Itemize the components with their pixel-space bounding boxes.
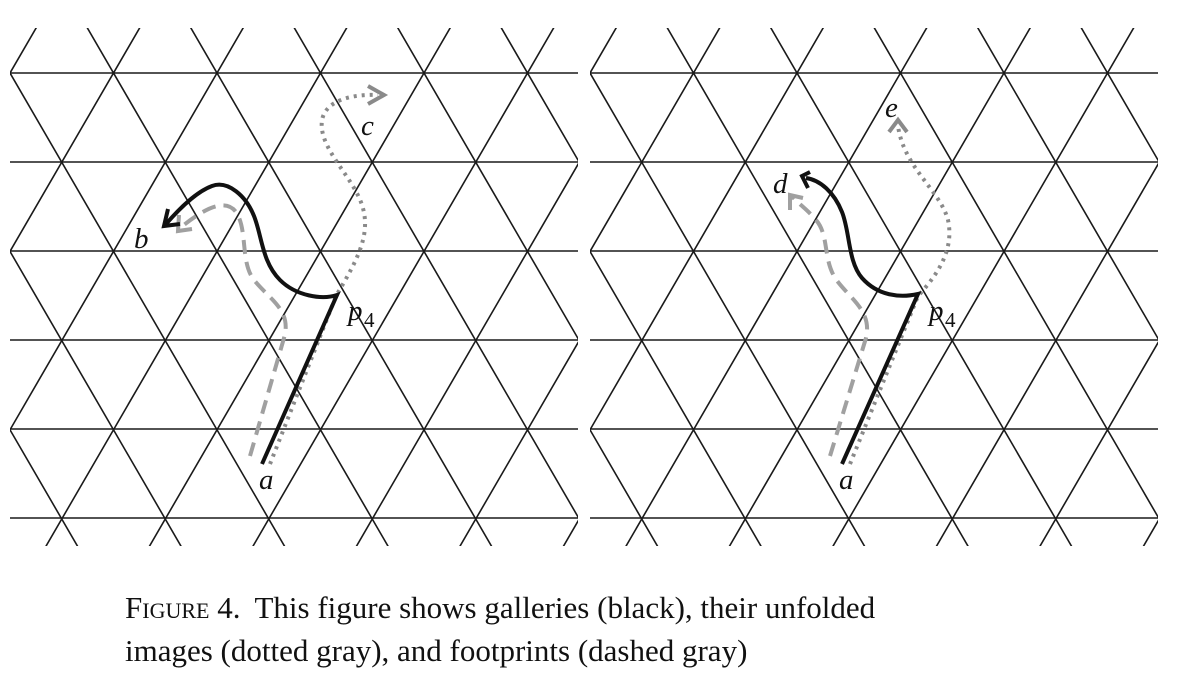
gallery-arrowhead-right: [799, 170, 811, 189]
lattice-diagonal-line: [86, 28, 389, 546]
footprint-arrowhead-left: [175, 214, 193, 234]
lattice-diagonal-line: [625, 28, 928, 546]
lattice-diagonal-line: [0, 20, 207, 560]
lattice-diagonal-line: [590, 28, 618, 75]
label-e: e: [885, 92, 898, 124]
label-a-right: a: [839, 464, 854, 496]
footprint-arrowhead-right: [788, 192, 804, 210]
lattice-diagonal-line: [590, 71, 866, 546]
caption-line-1: Figure 4. This figure shows galleries (bl…: [125, 586, 1125, 629]
panel-left: a b c p 4: [10, 20, 1183, 560]
lattice-diagonal-line: [0, 20, 148, 560]
lattice-left: [10, 20, 1183, 560]
lattice-diagonal-line: [204, 20, 517, 560]
lattice-diagonal-line: [1080, 28, 1158, 162]
unfolded-image-arrowhead-e: [887, 116, 909, 134]
label-p4-subscript-right: 4: [945, 308, 956, 332]
lattice-diagonal-line: [807, 20, 1120, 560]
footprint-left: [178, 203, 288, 457]
lattice-diagonal-line: [600, 20, 913, 560]
caption-text-line-1: This figure shows galleries (black), the…: [254, 590, 876, 625]
lattice-diagonal-line: [10, 428, 79, 546]
figure-4: a b c p 4 a d e p 4: [0, 20, 1183, 560]
caption-line-2: images (dotted gray), and footprints (da…: [125, 633, 748, 668]
label-a-left: a: [259, 464, 274, 496]
unfolded-image-arrowhead-c: [367, 84, 389, 106]
lattice-diagonal-line: [590, 28, 721, 253]
lattice-diagonal-line: [500, 28, 578, 162]
lattice-diagonal-line: [666, 28, 969, 546]
footprint-right: [790, 194, 870, 457]
lattice-diagonal-line: [866, 20, 1179, 560]
lattice-diagonal-line: [1039, 341, 1158, 546]
unfolded-image-a-to-c: [268, 92, 379, 465]
label-p4-right: p: [927, 295, 944, 327]
lattice-diagonal-line: [145, 20, 458, 560]
lattice-diagonal-line: [10, 249, 182, 546]
caption-figure-label: Figure 4.: [125, 590, 241, 625]
lattice-diagonal-line: [0, 20, 103, 560]
lattice-diagonal-line: [1142, 519, 1158, 546]
lattice-diagonal-line: [459, 341, 578, 546]
label-p4-subscript-left: 4: [364, 308, 375, 332]
lattice-diagonal-line: [45, 28, 348, 546]
lattice-diagonal-line: [10, 28, 141, 253]
gallery-arrowhead-left: [161, 208, 181, 229]
lattice-right: [0, 20, 1158, 560]
lattice-diagonal-line: [911, 20, 1183, 560]
lattice-diagonal-line: [293, 28, 578, 519]
unfolded-image-a-to-e: [848, 125, 952, 465]
label-b: b: [134, 223, 149, 255]
lattice-diagonal-line: [10, 71, 286, 546]
lattice-diagonal-line: [1014, 20, 1183, 560]
lattice-diagonal-line: [189, 28, 493, 546]
lattice-diagonal-line: [976, 28, 1158, 341]
lattice-diagonal-line: [659, 20, 972, 560]
lattice-diagonal-line: [10, 28, 245, 432]
figure-caption: Figure 4. This figure shows galleries (bl…: [125, 586, 1125, 672]
lattice-diagonal-line: [590, 28, 825, 432]
label-p4-left: p: [346, 295, 363, 327]
gallery-right: [805, 176, 922, 465]
lattice-diagonal-line: [562, 519, 578, 546]
lattice-diagonal-line: [873, 28, 1158, 519]
lattice-diagonal-line: [769, 28, 1073, 546]
lattice-diagonal-line: [935, 162, 1158, 546]
lattice-diagonal-line: [100, 20, 413, 560]
lattice-diagonal-line: [10, 28, 38, 75]
panel-right: a d e p 4: [0, 20, 1158, 560]
lattice-diagonal-line: [355, 162, 578, 546]
gallery-left: [164, 182, 341, 465]
lattice-diagonal-line: [590, 249, 762, 546]
lattice-diagonal-line: [252, 28, 555, 546]
lattice-diagonal-line: [1118, 20, 1183, 560]
lattice-diagonal-line: [42, 20, 355, 560]
lattice-diagonal-line: [762, 20, 1075, 560]
lattice-diagonal-line: [396, 28, 578, 341]
label-c: c: [361, 110, 374, 142]
lattice-diagonal-line: [832, 28, 1135, 546]
lattice-diagonal-line: [590, 428, 659, 546]
label-d: d: [773, 168, 788, 200]
lattice-diagonal-line: [704, 20, 1017, 560]
lattice-diagonal-line: [969, 20, 1183, 560]
